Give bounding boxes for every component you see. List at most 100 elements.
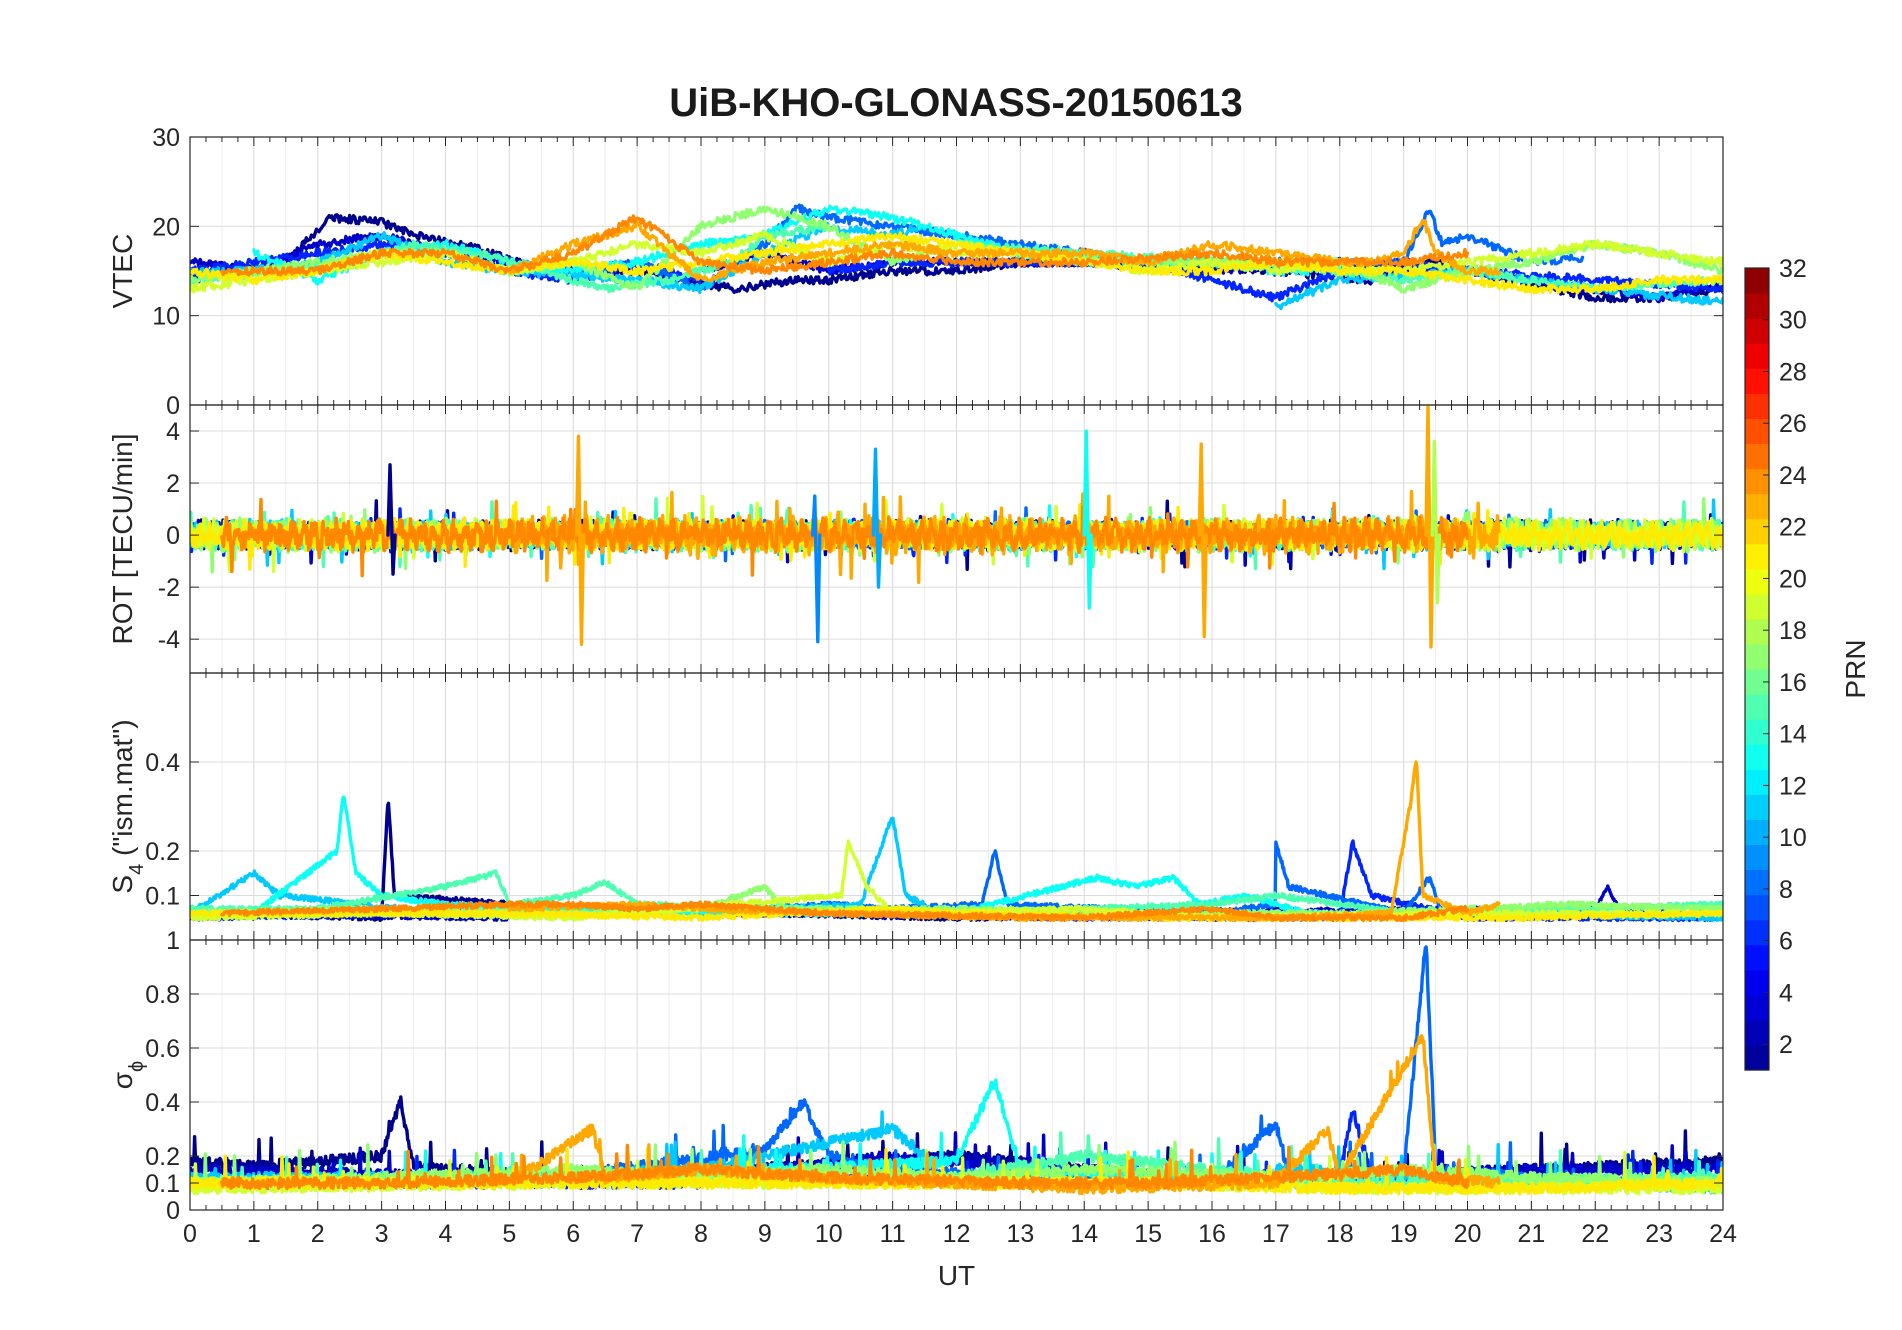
colorbar-segment — [1745, 869, 1769, 896]
x-tick-label: 11 — [880, 1220, 906, 1248]
colorbar-tick-label: 28 — [1779, 358, 1807, 386]
rot-spike — [871, 447, 883, 589]
colorbar-segment — [1745, 894, 1769, 921]
x-tick-label: 2 — [311, 1220, 325, 1248]
x-tick-label: 3 — [375, 1220, 389, 1248]
panel-sigma: 00.10.2 0.4 0.6 0.8 1 σϕ — [107, 927, 1724, 1225]
colorbar-segment — [1745, 293, 1769, 319]
series-line-prn-24 — [220, 497, 1470, 578]
x-tick-label: 22 — [1581, 1220, 1609, 1248]
panel-vtec-traces — [190, 203, 1723, 311]
colorbar-segment — [1745, 593, 1769, 620]
rot-spike — [386, 463, 397, 576]
y-tick-label: 1 — [166, 927, 180, 955]
y-tick-label: 0.8 — [145, 981, 180, 1009]
colorbar-tick-label: 20 — [1779, 565, 1807, 593]
y-label-main: S — [107, 875, 138, 894]
colorbar-segment — [1745, 568, 1769, 595]
colorbar-tick-label: 32 — [1779, 255, 1807, 283]
y-tick-label: 0 — [166, 522, 180, 550]
x-tick-label: 20 — [1454, 1220, 1482, 1248]
colorbar-segment — [1745, 443, 1769, 470]
colorbar-label: PRN — [1840, 639, 1871, 698]
colorbar-segment — [1745, 318, 1769, 344]
y-tick-label: 4 — [166, 418, 180, 446]
colorbar-segment — [1745, 468, 1769, 495]
colorbar-segment — [1745, 844, 1769, 871]
y-tick-label: 0.1 — [145, 883, 180, 911]
colorbar-segment — [1745, 643, 1769, 670]
x-tick-label: 24 — [1709, 1220, 1737, 1248]
panel-vtec: 0 10 20 30 VTEC — [107, 124, 1724, 420]
colorbar-tick-label: 8 — [1779, 876, 1793, 904]
colorbar-segment — [1745, 794, 1769, 820]
colorbar-segment — [1745, 819, 1769, 846]
colorbar-segment — [1745, 418, 1769, 445]
colorbar-segment — [1745, 393, 1769, 419]
y-tick-label: 0 — [166, 392, 180, 420]
x-tick-label: 6 — [566, 1220, 580, 1248]
x-axis: 0 1 2 3 4 5 6 7 8 9 10 11 12 13 14 15 16 17 18 19 20 21 22 23 24… — [183, 1220, 1737, 1291]
panel-sigma-traces — [190, 945, 1723, 1196]
y-axis-label-sigma: σϕ — [107, 1061, 148, 1089]
colorbar-segment — [1745, 994, 1769, 1021]
x-tick-label: 12 — [943, 1220, 971, 1248]
colorbar-segment — [1745, 769, 1769, 795]
y-tick-label: -4 — [158, 626, 180, 654]
y-tick-label: 0 — [166, 1197, 180, 1225]
series-line-prn-24 — [220, 900, 1470, 923]
colorbar-segment — [1745, 744, 1769, 770]
y-tick-label: 0.1 — [145, 1170, 180, 1198]
series-line-prn-21 — [190, 231, 1723, 295]
colorbar-tick-label: 12 — [1779, 772, 1807, 800]
y-tick-label: 20 — [152, 213, 180, 241]
chart-title: UiB-KHO-GLONASS-20150613 — [669, 81, 1243, 125]
x-tick-label: 13 — [1006, 1220, 1034, 1248]
rot-spike — [1082, 429, 1093, 610]
colorbar-tick-label: 10 — [1779, 824, 1807, 852]
colorbar-segment — [1745, 944, 1769, 971]
colorbar-tick-label: 26 — [1779, 410, 1807, 438]
series-line-prn-24 — [220, 1143, 1470, 1191]
x-tick-label: 4 — [439, 1220, 453, 1248]
y-tick-label: -2 — [158, 574, 180, 602]
colorbar-segment — [1745, 518, 1769, 545]
x-tick-label: 0 — [183, 1220, 197, 1248]
x-tick-label: 16 — [1198, 1220, 1226, 1248]
y-tick-label: 0.4 — [145, 1089, 180, 1117]
y-tick-label: 0.2 — [145, 1143, 180, 1171]
y-axis-label-vtec: VTEC — [107, 234, 138, 309]
panel-s4: 0.10.20.4S4 ("ism.mat") — [107, 672, 1724, 941]
colorbar-segment — [1745, 919, 1769, 946]
x-tick-label: 19 — [1390, 1220, 1418, 1248]
x-tick-label: 10 — [815, 1220, 843, 1248]
x-tick-label: 7 — [630, 1220, 644, 1248]
colorbar-segment — [1745, 543, 1769, 570]
y-label-main: σ — [107, 1072, 138, 1089]
colorbar-tick-label: 18 — [1779, 617, 1807, 645]
colorbar-tick-label: 6 — [1779, 928, 1793, 956]
y-tick-label: 2 — [166, 470, 180, 498]
y-tick-label: 0.4 — [145, 749, 180, 777]
colorbar-tick-label: 14 — [1779, 721, 1807, 749]
colorbar-segment — [1745, 268, 1769, 294]
colorbar-tick-label: 30 — [1779, 307, 1807, 335]
y-axis-label-rot: ROT [TECU/min] — [107, 433, 138, 644]
panel-rot-traces — [190, 405, 1723, 649]
y-axis-label-s4: S4 ("ism.mat") — [107, 719, 148, 893]
colorbar-tick-label: 2 — [1779, 1031, 1793, 1059]
rot-spike — [574, 434, 586, 647]
rot-spike — [1430, 439, 1442, 605]
y-label-sub: 4 — [126, 864, 148, 875]
colorbar-segment — [1745, 368, 1769, 394]
colorbar-segment — [1745, 694, 1769, 720]
x-tick-label: 5 — [502, 1220, 516, 1248]
colorbar-segment — [1745, 969, 1769, 996]
rot-spike — [811, 494, 822, 644]
y-tick-label: 10 — [152, 303, 180, 331]
colorbar-segment — [1745, 343, 1769, 369]
colorbar-tick-label: 22 — [1779, 514, 1807, 542]
